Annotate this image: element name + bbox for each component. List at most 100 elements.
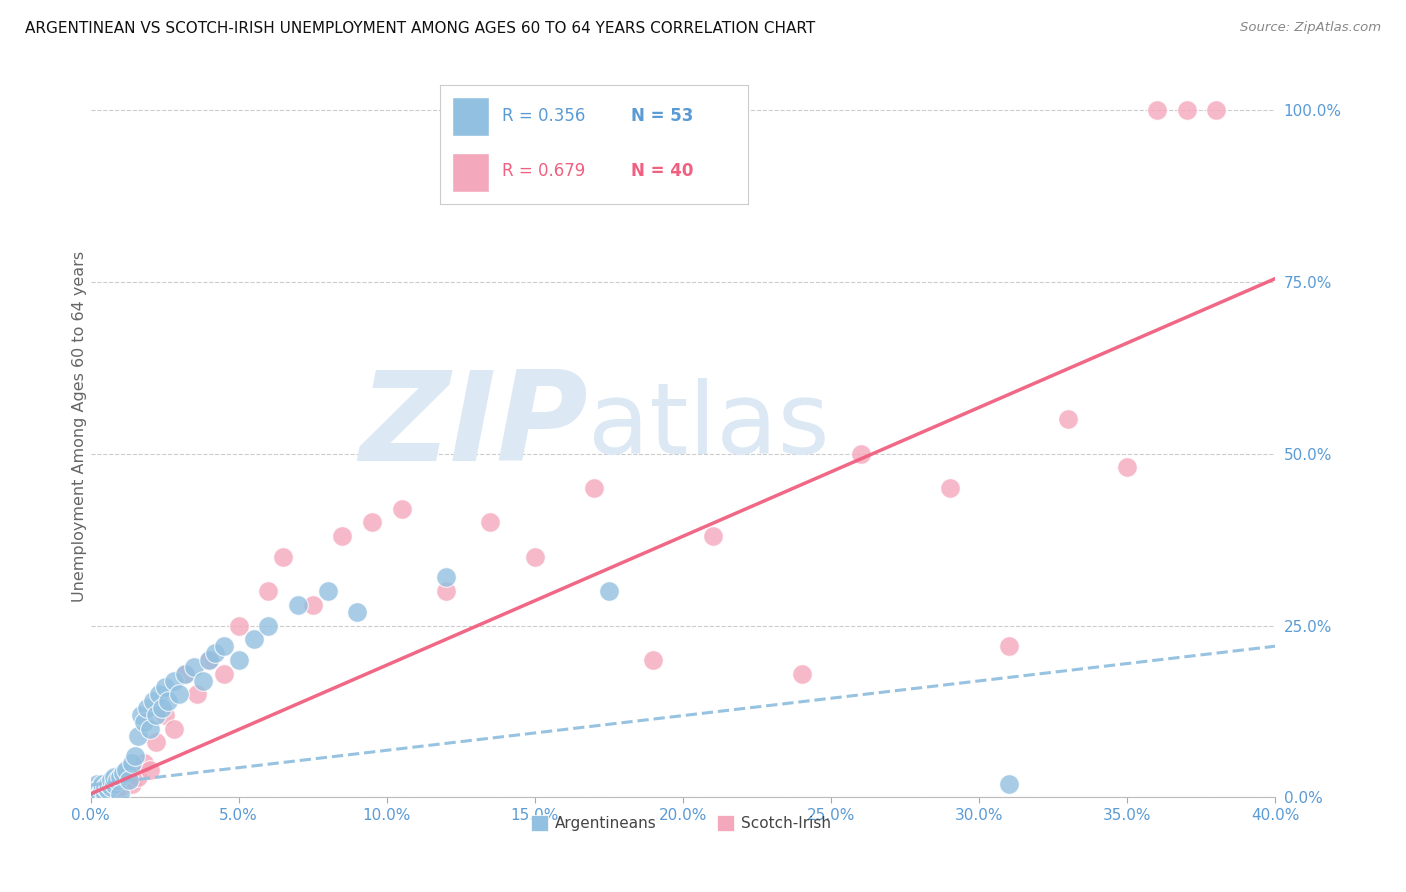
Point <box>198 653 221 667</box>
Point <box>228 618 250 632</box>
Point <box>790 666 813 681</box>
Point <box>103 777 125 791</box>
Point <box>391 501 413 516</box>
Point <box>938 481 960 495</box>
Point <box>162 722 184 736</box>
Point <box>115 763 138 777</box>
Point <box>998 777 1021 791</box>
Point <box>998 639 1021 653</box>
Point <box>156 694 179 708</box>
Point <box>583 481 606 495</box>
Point <box>598 584 620 599</box>
Point <box>228 653 250 667</box>
Point <box>271 549 294 564</box>
Point <box>127 770 149 784</box>
Point <box>110 787 132 801</box>
Point <box>361 516 384 530</box>
Point <box>198 653 221 667</box>
Point <box>162 673 184 688</box>
Point <box>153 681 176 695</box>
Point <box>97 783 120 797</box>
Point <box>142 694 165 708</box>
Point <box>479 516 502 530</box>
Point <box>121 777 143 791</box>
Point <box>121 756 143 770</box>
Point <box>91 787 114 801</box>
Point <box>91 783 114 797</box>
Point <box>105 773 128 788</box>
Point <box>129 707 152 722</box>
Point <box>86 787 108 801</box>
Point <box>153 707 176 722</box>
Text: ARGENTINEAN VS SCOTCH-IRISH UNEMPLOYMENT AMONG AGES 60 TO 64 YEARS CORRELATION C: ARGENTINEAN VS SCOTCH-IRISH UNEMPLOYMENT… <box>25 21 815 36</box>
Point <box>174 666 197 681</box>
Point <box>100 780 122 794</box>
Point <box>434 570 457 584</box>
Point <box>89 787 111 801</box>
Point <box>110 780 132 794</box>
Point <box>523 549 546 564</box>
Point <box>174 666 197 681</box>
Point <box>148 687 170 701</box>
Point <box>169 687 191 701</box>
Point <box>132 756 155 770</box>
Point <box>242 632 264 647</box>
Point <box>97 777 120 791</box>
Point <box>301 598 323 612</box>
Point <box>257 584 280 599</box>
Point <box>346 605 368 619</box>
Point <box>103 783 125 797</box>
Point <box>89 780 111 794</box>
Point <box>316 584 339 599</box>
Point <box>132 714 155 729</box>
Text: Scotch-Irish: Scotch-Irish <box>741 816 831 830</box>
Point <box>127 729 149 743</box>
Text: Argentineans: Argentineans <box>555 816 657 830</box>
Point <box>186 687 208 701</box>
Point <box>124 749 146 764</box>
Point <box>86 777 108 791</box>
Point <box>1175 103 1198 117</box>
Point <box>112 766 135 780</box>
Point <box>1146 103 1168 117</box>
Point <box>115 773 138 788</box>
Text: Source: ZipAtlas.com: Source: ZipAtlas.com <box>1240 21 1381 34</box>
Point <box>332 529 354 543</box>
Point <box>83 783 105 797</box>
Y-axis label: Unemployment Among Ages 60 to 64 years: Unemployment Among Ages 60 to 64 years <box>72 251 87 602</box>
Point <box>150 701 173 715</box>
Point <box>83 787 105 801</box>
Point <box>643 653 665 667</box>
Point <box>94 780 117 794</box>
Point <box>212 666 235 681</box>
Point <box>83 787 105 801</box>
Point <box>139 722 162 736</box>
Point <box>91 777 114 791</box>
Point <box>1116 460 1139 475</box>
Point <box>287 598 309 612</box>
Text: ZIP: ZIP <box>360 366 588 487</box>
Point <box>849 447 872 461</box>
Point <box>1205 103 1227 117</box>
Point <box>86 783 108 797</box>
Point <box>135 701 157 715</box>
Point <box>702 529 724 543</box>
Point <box>183 660 205 674</box>
Point <box>434 584 457 599</box>
Point <box>139 763 162 777</box>
Point <box>118 773 141 788</box>
Point <box>110 770 132 784</box>
Point <box>1057 412 1080 426</box>
Point <box>204 646 226 660</box>
Text: atlas: atlas <box>588 377 830 475</box>
Point <box>94 787 117 801</box>
Point <box>86 783 108 797</box>
Point <box>257 618 280 632</box>
Point <box>212 639 235 653</box>
Point <box>193 673 215 688</box>
Point <box>103 770 125 784</box>
Point <box>145 707 167 722</box>
Point <box>100 773 122 788</box>
Point <box>145 735 167 749</box>
Point <box>97 777 120 791</box>
